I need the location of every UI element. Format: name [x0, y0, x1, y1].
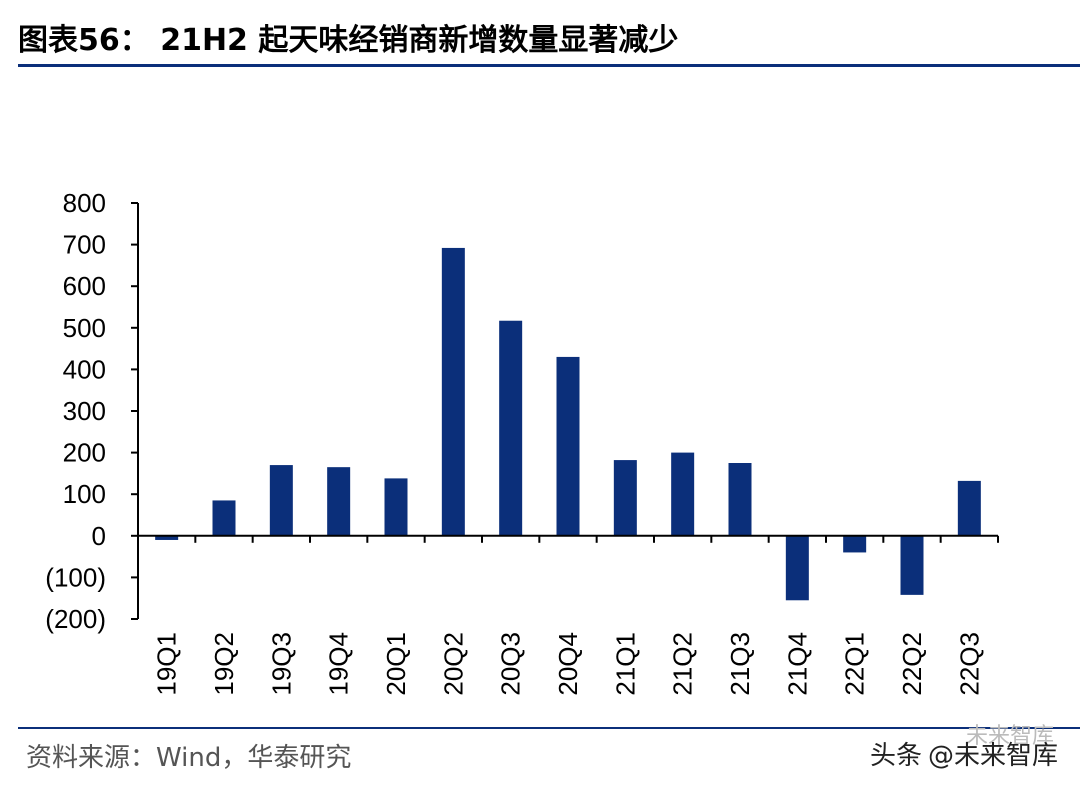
y-tick-label: 400: [63, 354, 106, 384]
x-tick-label: 19Q2: [209, 632, 239, 696]
title-divider: [18, 64, 1080, 67]
x-tick-label: 22Q1: [840, 632, 870, 696]
x-tick-label: 21Q2: [668, 632, 698, 696]
bar: [327, 467, 351, 536]
x-tick-label: 22Q2: [897, 632, 927, 696]
x-tick-label: 21Q1: [610, 632, 640, 696]
y-tick-label: 100: [63, 479, 106, 509]
bar: [843, 535, 867, 553]
watermark-prefix: 头条: [869, 741, 922, 771]
x-tick-label: 20Q4: [553, 632, 583, 696]
y-tick-label: (100): [45, 562, 106, 592]
y-tick-label: 300: [63, 396, 106, 426]
bar: [900, 535, 924, 595]
bar: [499, 320, 523, 536]
y-tick-label: 200: [63, 438, 106, 468]
x-axis-labels: 19Q1 19Q2 19Q3 19Q4 20Q1 20Q2 20Q3 20Q4 21Q1 21Q2…: [152, 632, 985, 696]
watermark: 头条 @未来智库: [870, 736, 1058, 776]
x-tick-label: 20Q2: [438, 632, 468, 696]
bar: [785, 535, 809, 601]
x-tick-label: 22Q3: [954, 632, 984, 696]
bar-chart: 800 700 600 500 400 300 200 100 0 (100) (200) 19Q1…: [45, 188, 999, 696]
y-tick-label: 600: [63, 271, 106, 301]
bar: [957, 480, 981, 536]
bar: [728, 463, 752, 536]
bar: [671, 452, 695, 536]
x-tick-label: 20Q3: [496, 632, 526, 696]
axes-group: [137, 203, 999, 619]
bar: [441, 247, 465, 536]
source-note: 资料来源：Wind，华泰研究: [26, 743, 352, 773]
y-axis-ticks: 800 700 600 500 400 300 200 100 0 (100) (200): [45, 188, 138, 634]
bars-group: [155, 247, 981, 601]
x-tick-label: 19Q1: [152, 632, 182, 696]
chart-title: 图表56： 21H2 起天味经销商新增数量显著减少: [18, 23, 679, 58]
x-tick-label: 20Q1: [381, 632, 411, 696]
bar: [384, 478, 408, 536]
x-tick-label: 19Q4: [324, 632, 354, 696]
x-tick-label: 21Q4: [782, 632, 812, 696]
y-tick-label: (200): [45, 604, 106, 634]
y-tick-label: 700: [63, 230, 106, 260]
bar: [155, 535, 179, 540]
source-divider: [18, 727, 1080, 729]
y-tick-label: 500: [63, 313, 106, 343]
y-tick-label: 800: [63, 188, 106, 218]
x-tick-label: 19Q3: [266, 632, 296, 696]
x-tick-label: 21Q3: [725, 632, 755, 696]
bar: [212, 500, 236, 536]
y-tick-label: 0: [92, 521, 106, 551]
bar: [556, 356, 580, 536]
bar: [269, 465, 293, 536]
bar: [613, 460, 637, 536]
watermark-logo: 未来智库: [965, 724, 1054, 749]
watermark-handle: @未来智库: [927, 741, 1058, 771]
